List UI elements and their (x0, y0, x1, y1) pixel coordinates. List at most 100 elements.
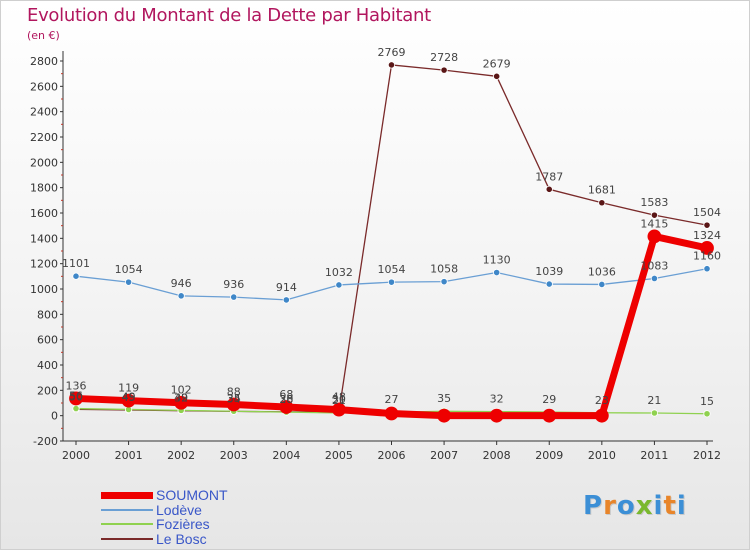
data-label-lodeve: 1083 (640, 259, 668, 272)
data-point-fozieres (650, 409, 659, 417)
y-tick-label: 2400 (30, 106, 58, 119)
legend-label-le-bosc: Le Bosc (156, 531, 207, 547)
legend-label-lodeve: Lodève (156, 502, 202, 518)
data-label-le-bosc: 1583 (640, 196, 668, 209)
logo-letter: x (635, 491, 654, 521)
y-tick-label: 2000 (30, 156, 58, 169)
data-label-le-bosc: 1504 (693, 206, 721, 219)
proxiti-logo: Proxiti (583, 491, 687, 521)
data-label-fozieres: 35 (227, 392, 241, 405)
data-label-lodeve: 1039 (535, 265, 563, 278)
data-label-lodeve: 1130 (483, 254, 511, 267)
data-label-le-bosc: 45 (122, 391, 136, 404)
x-tick-label: 2005 (325, 449, 353, 462)
data-label-fozieres: 42 (174, 391, 188, 404)
data-point-soumont (121, 393, 136, 408)
data-point-le-bosc (440, 66, 448, 74)
data-label-fozieres: 35 (437, 392, 451, 405)
y-tick-label: 2600 (30, 80, 58, 93)
data-label-soumont: 1415 (640, 217, 668, 230)
data-label-fozieres: 21 (332, 394, 346, 407)
data-label-fozieres: 28 (279, 393, 293, 406)
data-point-lodeve (230, 293, 238, 301)
data-point-soumont (174, 395, 189, 410)
data-point-lodeve (493, 268, 501, 277)
data-point-soumont (700, 241, 714, 255)
data-point-lodeve (703, 265, 711, 273)
data-label-soumont: 119 (118, 382, 139, 395)
data-label-soumont: 102 (171, 384, 192, 397)
data-point-lodeve (177, 292, 185, 300)
data-label-le-bosc: 1681 (588, 184, 616, 197)
x-tick-label: 2004 (272, 449, 300, 462)
data-point-lodeve (545, 280, 553, 288)
legend-item-soumont: SOUMONT (101, 487, 228, 503)
data-point-soumont (332, 402, 346, 417)
data-point-soumont (384, 406, 399, 421)
x-tick-label: 2011 (640, 449, 668, 462)
data-label-le-bosc: 1787 (535, 170, 563, 183)
y-tick-label: 1400 (30, 232, 58, 245)
data-label-fozieres: 32 (490, 393, 504, 406)
data-point-le-bosc (650, 211, 659, 219)
data-label-lodeve: 1101 (62, 257, 90, 270)
data-point-lodeve (335, 281, 343, 289)
data-point-lodeve (387, 278, 396, 286)
data-label-soumont: 1324 (693, 229, 721, 242)
logo-letter: o (616, 491, 636, 521)
logo-letter: i (676, 491, 687, 521)
y-tick-label: 0 (51, 410, 58, 423)
logo-letter: t (663, 491, 677, 521)
data-label-le-bosc: 2769 (378, 46, 406, 59)
y-tick-label: 1000 (30, 283, 58, 296)
legend-item-le-bosc: Le Bosc (101, 531, 207, 547)
data-point-lodeve (282, 296, 290, 304)
legend-item-fozieres: Fozières (101, 516, 210, 532)
data-point-le-bosc (703, 221, 711, 229)
data-label-fozieres: 21 (647, 394, 661, 407)
data-point-lodeve (124, 278, 133, 286)
y-tick-label: 1600 (30, 207, 58, 220)
data-label-fozieres: 23 (595, 394, 609, 407)
data-point-lodeve (72, 272, 80, 280)
data-label-lodeve: 914 (276, 281, 297, 294)
data-label-fozieres: 49 (122, 390, 136, 403)
data-point-soumont (489, 408, 504, 423)
data-label-fozieres: 56 (69, 390, 83, 403)
data-label-lodeve: 1160 (693, 250, 721, 263)
data-label-lodeve: 1036 (588, 265, 616, 278)
x-tick-label: 2009 (535, 449, 563, 462)
x-tick-label: 2008 (483, 449, 511, 462)
x-tick-label: 2000 (62, 449, 90, 462)
data-point-soumont (542, 408, 557, 423)
data-label-lodeve: 946 (171, 277, 192, 290)
y-tick-label: 1200 (30, 258, 58, 271)
y-tick-label: 400 (37, 359, 58, 372)
data-label-lodeve: 1032 (325, 266, 353, 279)
data-label-le-bosc: 2728 (430, 51, 458, 64)
y-tick-label: -200 (33, 435, 58, 448)
data-label-le-bosc: 34 (227, 392, 241, 405)
y-tick-label: 2200 (30, 131, 58, 144)
data-point-le-bosc (387, 61, 396, 69)
data-point-le-bosc (598, 199, 606, 207)
logo-letter: i (653, 491, 664, 521)
data-label-lodeve: 1054 (378, 263, 406, 276)
data-label-le-bosc: 50 (69, 390, 83, 403)
x-tick-label: 2006 (378, 449, 406, 462)
data-label-le-bosc: 30 (332, 393, 346, 406)
x-tick-label: 2007 (430, 449, 458, 462)
legend-label-soumont: SOUMONT (156, 487, 228, 503)
data-point-lodeve (650, 274, 659, 283)
y-tick-label: 600 (37, 334, 58, 347)
y-tick-label: 200 (37, 384, 58, 397)
legend-swatch-le-bosc (101, 538, 153, 540)
data-point-fozieres (703, 410, 711, 418)
data-label-le-bosc: 2679 (483, 57, 511, 70)
x-tick-label: 2003 (220, 449, 248, 462)
data-label-le-bosc: 39 (174, 392, 188, 405)
data-label-le-bosc: 30 (279, 393, 293, 406)
chart-title: Evolution du Montant de la Dette par Hab… (27, 5, 431, 26)
